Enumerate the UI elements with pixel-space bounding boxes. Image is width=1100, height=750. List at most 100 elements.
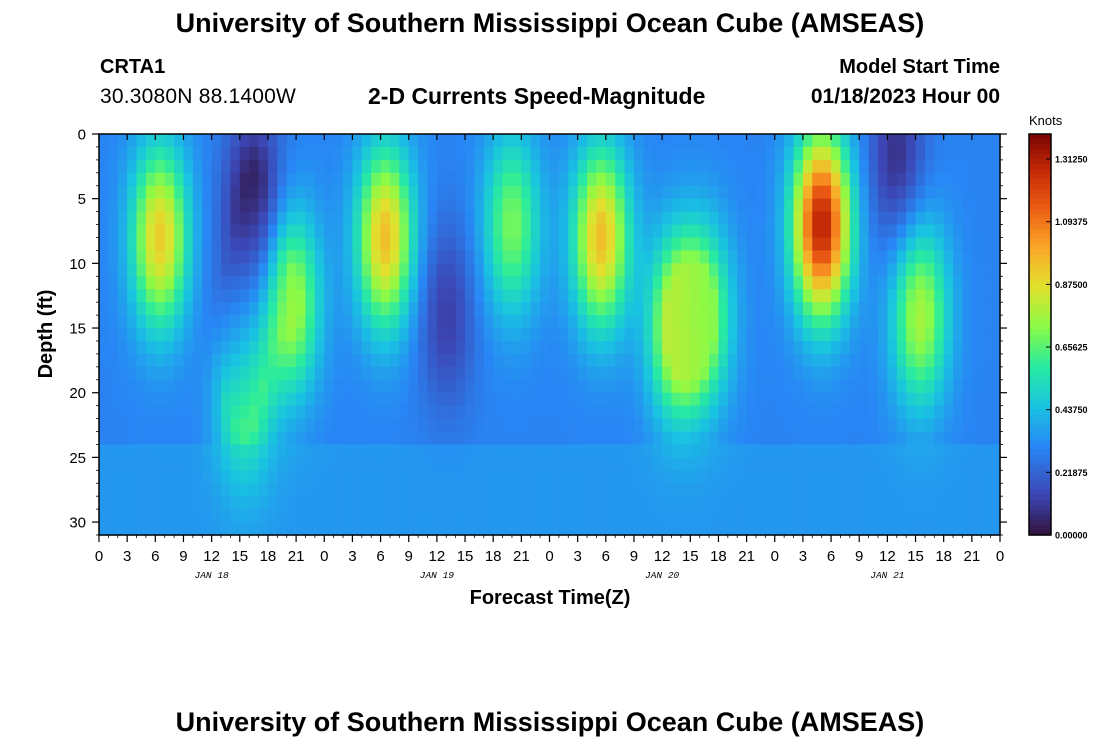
heat-cell — [577, 289, 588, 303]
heat-cell — [145, 353, 156, 368]
heat-cell — [671, 522, 682, 536]
heat-cell — [211, 418, 222, 433]
heat-cell — [314, 315, 325, 329]
heat-cell — [568, 353, 579, 368]
heat-cell — [737, 146, 748, 161]
heat-cell — [511, 470, 522, 484]
heat-cell — [924, 315, 935, 329]
heat-cell — [145, 198, 156, 213]
heat-cell — [793, 224, 804, 239]
heat-cell — [474, 457, 485, 471]
heat-cell — [502, 315, 513, 329]
heat-cell — [568, 289, 579, 303]
heat-cell — [221, 134, 231, 148]
heat-cell — [446, 172, 457, 187]
heat-cell — [333, 483, 344, 497]
heat-cell — [145, 185, 156, 200]
heat-cell — [802, 134, 813, 148]
heat-cell — [971, 418, 982, 433]
heat-cell — [568, 134, 579, 148]
heat-cell — [389, 185, 400, 200]
heat-cell — [361, 134, 372, 148]
heat-cell — [643, 237, 654, 252]
heat-cell — [286, 353, 297, 368]
heat-cell — [136, 483, 147, 497]
heat-cell — [258, 405, 269, 420]
heat-cell — [727, 444, 738, 458]
heat-cell — [812, 211, 823, 226]
heat-cell — [924, 366, 935, 381]
heat-cell — [164, 211, 175, 226]
heat-cell — [483, 315, 494, 329]
heat-cell — [155, 146, 166, 161]
heat-cell — [868, 431, 879, 446]
heat-cell — [755, 392, 766, 407]
heat-cell — [924, 431, 935, 446]
heat-cell — [755, 211, 766, 226]
heat-cell — [427, 366, 438, 381]
heat-cell — [981, 340, 992, 355]
heat-cell — [887, 431, 898, 446]
heat-cell — [446, 328, 457, 342]
heat-cell — [343, 146, 354, 161]
heat-cell — [408, 302, 419, 316]
heat-cell — [671, 483, 682, 497]
heat-cell — [831, 250, 842, 264]
heat-cell — [286, 483, 297, 497]
heat-cell — [333, 211, 344, 226]
heat-cell — [164, 509, 175, 523]
heat-cell — [249, 483, 260, 497]
heat-cell — [981, 392, 992, 407]
heat-cell — [924, 496, 935, 510]
heat-cell — [436, 276, 447, 290]
heat-cell — [361, 522, 372, 536]
heat-cell — [258, 470, 269, 484]
heat-cell — [155, 457, 166, 471]
heat-cell — [239, 470, 250, 484]
heat-cell — [324, 353, 335, 368]
heat-cell — [117, 496, 128, 510]
heat-cell — [305, 483, 316, 497]
heat-cell — [371, 496, 382, 510]
heat-cell — [896, 211, 907, 226]
heat-cell — [558, 237, 569, 252]
heat-cell — [784, 418, 795, 433]
heat-cell — [127, 224, 138, 239]
heat-cell — [577, 392, 588, 407]
heat-cell — [596, 328, 607, 342]
heat-cell — [868, 211, 879, 226]
heat-cell — [784, 172, 795, 187]
heat-cell — [174, 392, 185, 407]
heat-cell — [624, 159, 635, 174]
heat-cell — [174, 405, 185, 420]
heat-cell — [943, 418, 954, 433]
heat-cell — [455, 159, 466, 174]
heat-cell — [202, 263, 213, 277]
heat-cell — [605, 340, 616, 355]
heat-cell — [361, 224, 372, 239]
heat-cell — [540, 250, 551, 264]
heat-cell — [896, 483, 907, 497]
colorbar-segment — [1029, 404, 1051, 411]
heat-cell — [859, 444, 870, 458]
heat-cell — [333, 340, 344, 355]
heat-cell — [427, 211, 438, 226]
heat-cell — [840, 522, 851, 536]
heat-cell — [389, 224, 400, 239]
heat-cell — [568, 431, 579, 446]
heat-cell — [239, 250, 250, 264]
heat-cell — [755, 509, 766, 523]
heat-cell — [615, 328, 626, 342]
heat-cell — [718, 483, 729, 497]
heat-cell — [399, 263, 410, 277]
heat-cell — [896, 496, 907, 510]
heat-cell — [267, 496, 278, 510]
heat-cell — [511, 366, 522, 381]
heat-cell — [136, 392, 147, 407]
heat-cell — [680, 315, 691, 329]
heat-cell — [671, 250, 682, 264]
heat-cell — [680, 496, 691, 510]
heat-cell — [624, 146, 635, 161]
heat-cell — [343, 379, 354, 394]
heat-cell — [577, 366, 588, 381]
